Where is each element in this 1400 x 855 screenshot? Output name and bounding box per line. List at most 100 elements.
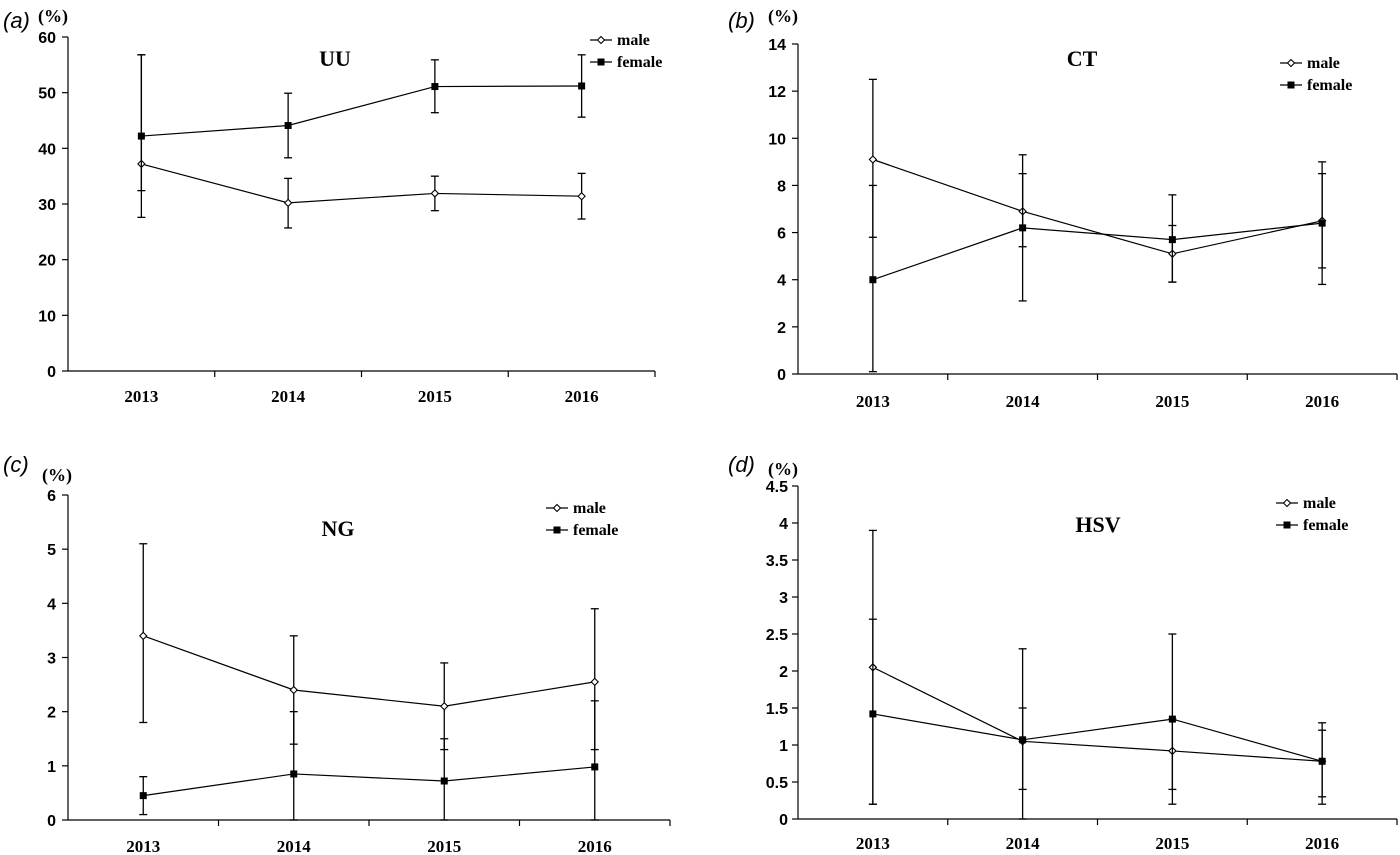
data-point-female [578, 82, 586, 90]
legend: male female [590, 32, 662, 71]
legend: male female [1276, 495, 1348, 534]
y-tick-label: 20 [38, 253, 56, 270]
chart-panel-ct: (b) (%) CT 0 2 4 6 8 10 12 14 2013 2014 2015 2016 male f… [728, 6, 1398, 411]
x-tick-label: 2014 [1006, 392, 1041, 411]
y-tick-label: 4 [779, 516, 788, 533]
y-tick-label: 0.5 [766, 775, 788, 792]
series-line-male [872, 158, 1323, 255]
data-point-female [591, 763, 599, 771]
y-tick-label: 2 [777, 320, 786, 337]
legend-marker-male [1282, 498, 1292, 508]
y-tick-label: 1 [779, 738, 788, 755]
legend-label-male: male [1303, 495, 1336, 512]
chart-title: NG [322, 516, 355, 541]
y-tick-label: 3 [779, 590, 788, 607]
data-point-female [139, 792, 147, 800]
legend-marker-female [1283, 521, 1291, 529]
series-male [138, 543, 600, 751]
data-point-female [1168, 236, 1176, 244]
chart-panel-uu: (a) (%) UU 0 10 20 30 40 50 60 2013 2014 2015 2016 mal… [3, 6, 662, 406]
data-point-female [137, 132, 145, 140]
series-female [868, 618, 1327, 805]
legend: male female [546, 500, 618, 539]
legend-label-female: female [1303, 517, 1348, 534]
data-point-female [1168, 715, 1176, 723]
y-tick-label: 3 [47, 651, 56, 668]
y-tick-label: 5 [47, 542, 56, 559]
y-axis-unit-label: (%) [768, 6, 798, 27]
series-male [868, 78, 1327, 283]
y-tick-label: 0 [777, 367, 786, 384]
y-tick-label: 10 [38, 308, 56, 325]
y-tick-label: 30 [38, 197, 56, 214]
chart-title: CT [1067, 46, 1098, 71]
data-point-male [590, 677, 600, 687]
legend: male female [1280, 55, 1352, 94]
y-tick-label: 0 [47, 364, 56, 381]
data-point-male [439, 701, 449, 711]
data-point-female [440, 777, 448, 785]
y-tick-label: 8 [777, 178, 786, 195]
y-tick-label: 50 [38, 86, 56, 103]
panel-label: (d) [728, 452, 755, 477]
y-tick-label: 3.5 [766, 553, 788, 570]
y-tick-label: 6 [777, 226, 786, 243]
x-tick-label: 2014 [271, 387, 306, 406]
chart-title: HSV [1075, 512, 1120, 537]
x-tick-label: 2013 [856, 834, 890, 853]
series-line-female [872, 713, 1323, 762]
series-female [139, 700, 599, 821]
series-line-male [141, 163, 582, 204]
chart-panel-hsv: (d) (%) HSV 0 0.5 1 1.5 2 2.5 3 3.5 4 4.5 2013 2014 201… [728, 452, 1398, 853]
legend-label-female: female [1307, 77, 1352, 94]
data-point-male [868, 155, 878, 164]
x-tick-label: 2013 [124, 387, 158, 406]
y-tick-label: 0 [779, 812, 788, 829]
legend-marker-male [596, 35, 606, 45]
y-tick-label: 6 [47, 488, 56, 505]
y-tick-label: 4.5 [766, 479, 788, 496]
y-tick-label: 1 [47, 759, 56, 776]
y-axis-unit-label: (%) [38, 6, 68, 27]
y-tick-label: 2 [47, 705, 56, 722]
data-point-female [290, 770, 298, 778]
chart-title: UU [319, 46, 351, 71]
y-tick-label: 4 [777, 273, 786, 290]
legend-marker-male [1286, 58, 1296, 68]
x-tick-label: 2015 [1155, 392, 1189, 411]
x-tick-label: 2016 [1305, 834, 1339, 853]
data-point-male [138, 631, 148, 641]
series-line-male [143, 635, 595, 707]
x-tick-label: 2013 [126, 837, 160, 855]
data-point-female [869, 710, 877, 718]
series-male [868, 529, 1327, 820]
legend-label-male: male [617, 32, 650, 49]
legend-label-male: male [1307, 55, 1340, 72]
y-tick-label: 4 [47, 596, 56, 613]
data-point-female [1318, 219, 1326, 227]
y-tick-label: 2.5 [766, 627, 788, 644]
x-tick-label: 2014 [277, 837, 312, 855]
x-tick-label: 2016 [565, 387, 599, 406]
y-tick-label: 14 [768, 37, 786, 54]
y-tick-label: 60 [38, 30, 56, 47]
legend-label-female: female [617, 54, 662, 71]
series-line-female [141, 85, 582, 137]
y-tick-label: 12 [768, 84, 786, 101]
data-point-male [289, 685, 299, 695]
series-male [137, 54, 586, 229]
y-tick-label: 40 [38, 141, 56, 158]
chart-panel-ng: (c) (%) NG 0 1 2 3 4 5 6 2013 2014 2015 2016 male femal… [3, 452, 671, 855]
data-point-male [430, 189, 440, 198]
x-tick-label: 2016 [578, 837, 612, 855]
x-tick-label: 2016 [1305, 392, 1339, 411]
legend-marker-female [597, 58, 605, 66]
legend-label-male: male [573, 500, 606, 517]
y-tick-label: 2 [779, 664, 788, 681]
panel-label: (a) [3, 8, 30, 33]
data-point-male [283, 198, 293, 208]
x-tick-label: 2013 [856, 392, 890, 411]
x-tick-label: 2014 [1006, 834, 1041, 853]
series-line-female [872, 222, 1323, 281]
